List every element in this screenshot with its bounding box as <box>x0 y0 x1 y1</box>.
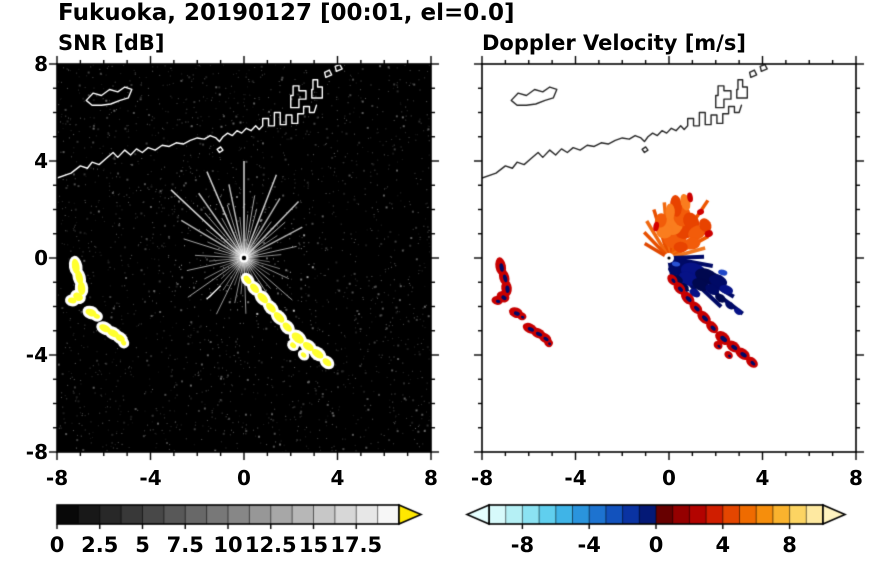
axis-tick-label: -8 <box>45 466 69 490</box>
axis-tick-label: 0 <box>662 466 676 490</box>
axis-tick-label: 8 <box>34 52 48 76</box>
axis-tick-label: -8 <box>470 466 494 490</box>
axis-tick-label: 4 <box>755 466 770 490</box>
colorbar-tick-label: -8 <box>510 533 535 557</box>
axis-tick-label: 0 <box>237 466 251 490</box>
colorbar-tick-label: 12.5 <box>244 533 297 557</box>
colorbar-tick-label: 10 <box>213 533 243 557</box>
colorbar-tick-label: 5 <box>135 533 150 557</box>
colorbar-tick-label: 2.5 <box>81 533 119 557</box>
snr-panel-title: SNR [dB] <box>58 31 165 55</box>
colorbar-tick-label: 0 <box>49 533 65 557</box>
axis-tick-label: -4 <box>25 343 48 367</box>
colorbar-tick-label: -4 <box>577 533 601 557</box>
vel-panel-title: Doppler Velocity [m/s] <box>482 31 746 55</box>
axis-tick-label: -4 <box>564 466 587 490</box>
axis-tick-label: 8 <box>849 466 863 490</box>
axis-tick-label: -4 <box>139 466 162 490</box>
axis-tick-label: 4 <box>330 466 345 490</box>
axis-tick-label: 8 <box>424 466 438 490</box>
axis-tick-label: 0 <box>34 246 48 270</box>
colorbar-tick-label: 4 <box>715 533 731 557</box>
figure-title: Fukuoka, 20190127 [00:01, el=0.0] <box>58 0 515 26</box>
colorbar-tick-label: 8 <box>782 533 797 557</box>
colorbar-tick-label: 15 <box>298 533 329 557</box>
colorbar-tick-label: 17.5 <box>330 533 383 557</box>
axis-tick-label: -8 <box>25 440 48 464</box>
colorbar-tick-label: 0 <box>648 533 664 557</box>
axis-tick-label: 4 <box>34 149 48 173</box>
colorbar-tick-label: 7.5 <box>166 533 204 557</box>
